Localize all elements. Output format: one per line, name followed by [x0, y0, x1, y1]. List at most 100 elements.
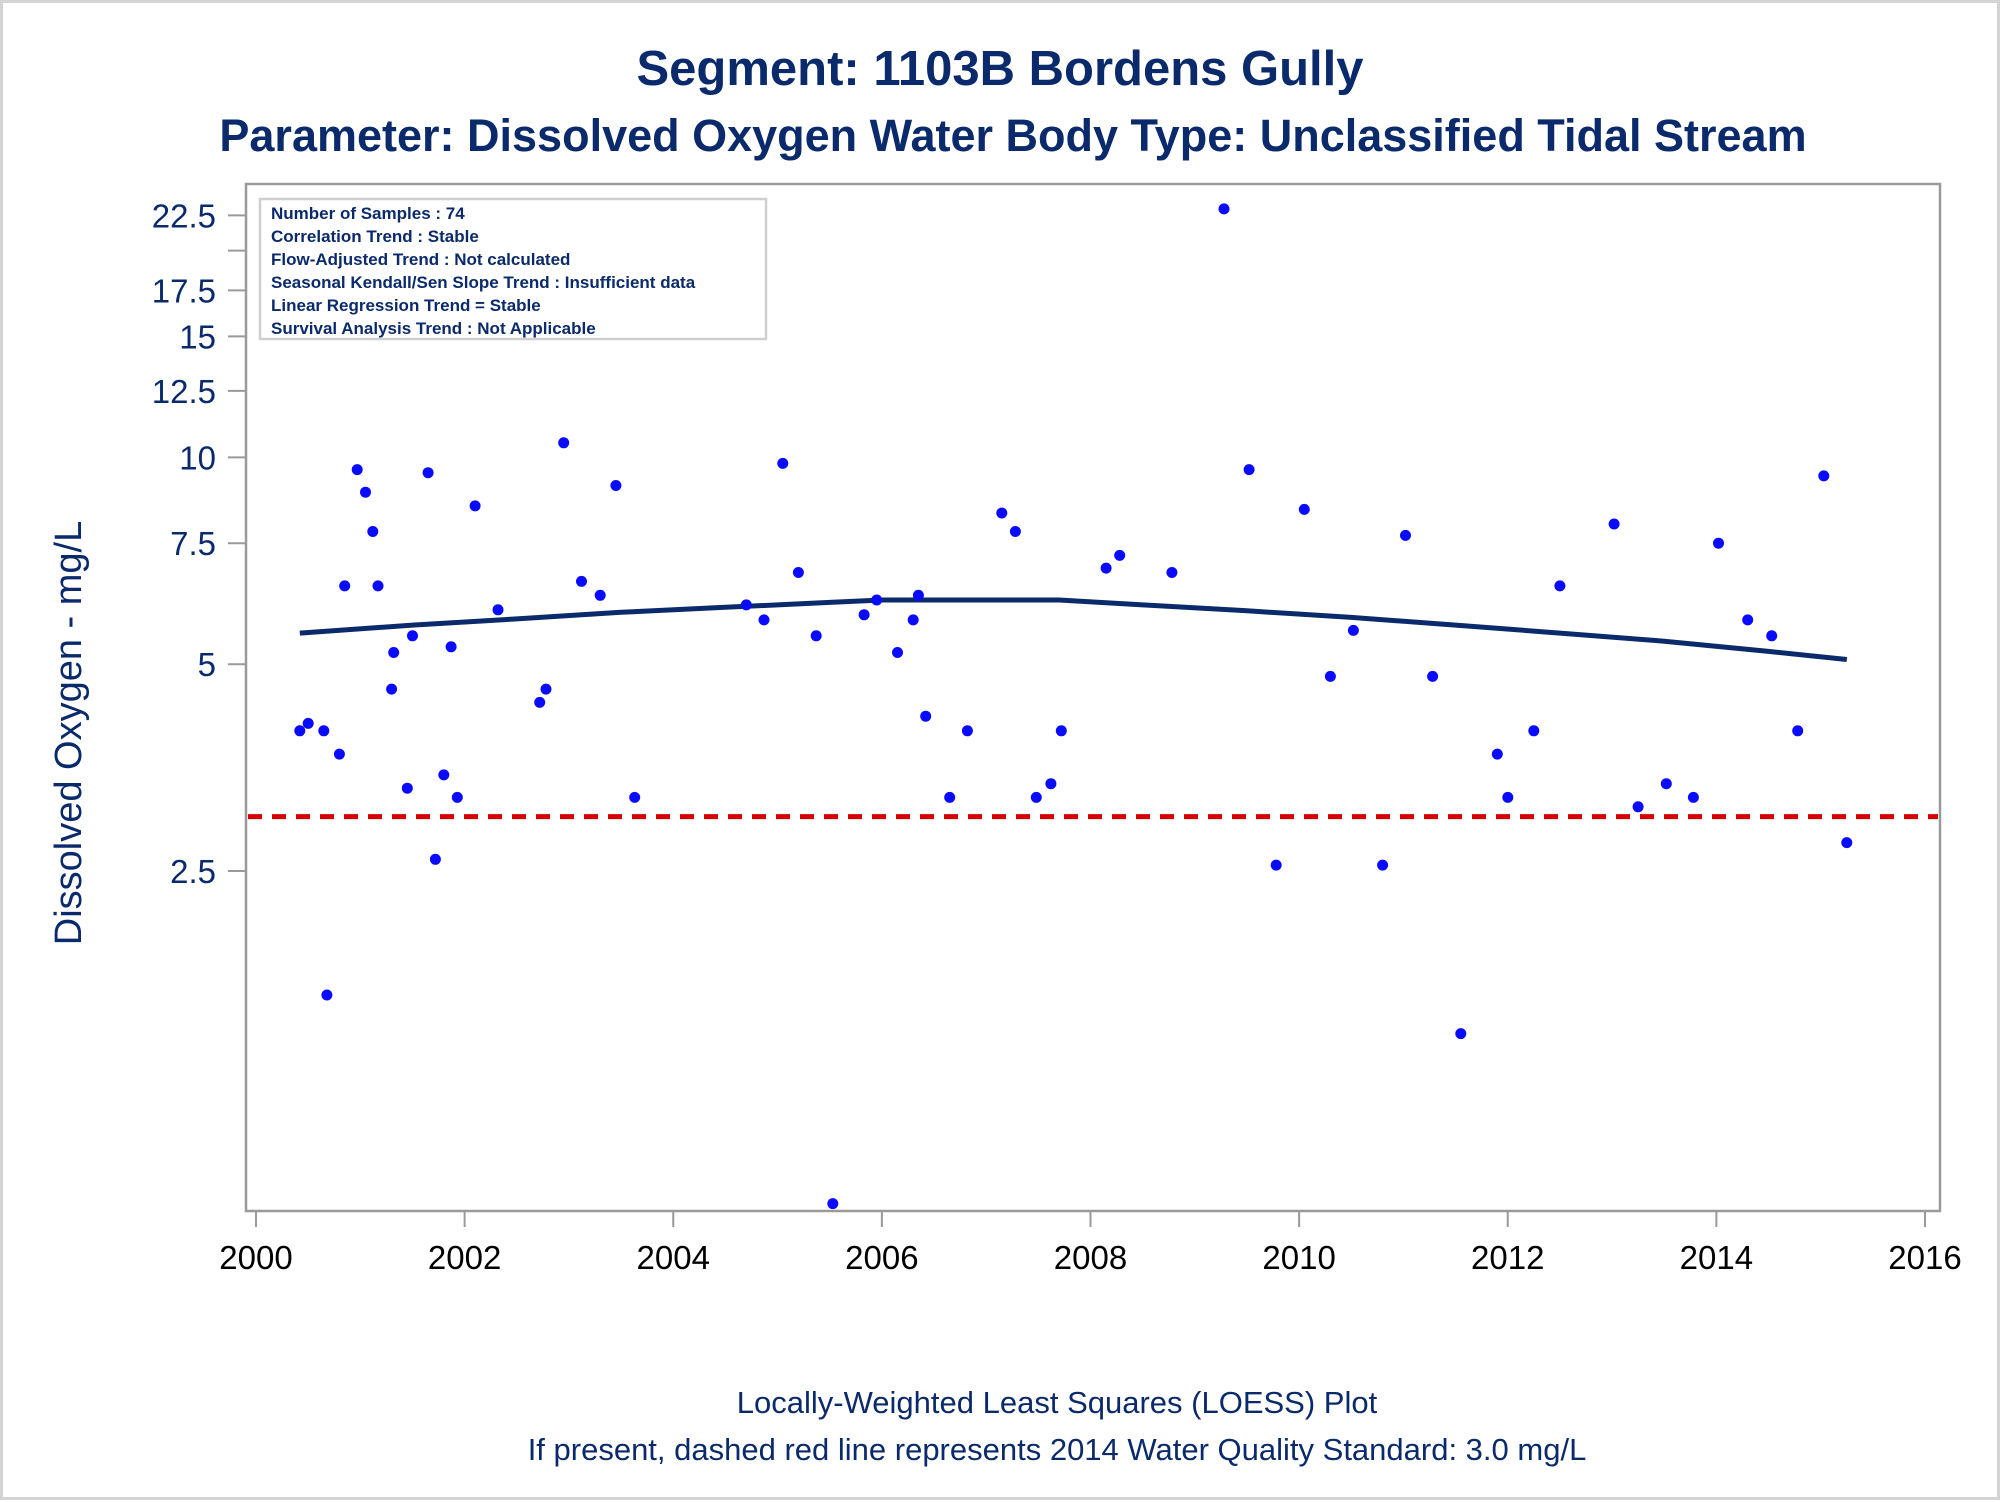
data-point — [1166, 567, 1178, 578]
data-point — [1400, 529, 1411, 541]
data-point — [1427, 670, 1439, 682]
data-point — [1009, 526, 1021, 537]
data-point — [827, 1198, 839, 1210]
x-tick-label: 2012 — [1471, 1239, 1544, 1276]
info-line-survival: Survival Analysis Trend : Not Applicable — [271, 319, 596, 338]
data-point — [339, 580, 351, 592]
footer-plot-type: Locally-Weighted Least Squares (LOESS) P… — [737, 1385, 1378, 1420]
y-tick-label: 15 — [179, 318, 216, 355]
data-point — [871, 594, 883, 606]
data-point — [1818, 470, 1830, 482]
x-tick-label: 2016 — [1888, 1239, 1961, 1276]
data-point — [1502, 791, 1514, 803]
data-point — [1792, 725, 1804, 737]
data-point — [912, 589, 924, 601]
data-point — [1554, 580, 1566, 592]
info-line-seasonal-kendall: Seasonal Kendall/Sen Slope Trend : Insuf… — [271, 273, 696, 292]
data-point — [907, 614, 919, 626]
x-tick-label: 2002 — [428, 1239, 501, 1276]
data-point — [777, 457, 789, 469]
data-point — [422, 467, 434, 479]
y-tick-label: 2.5 — [170, 853, 216, 890]
data-point — [961, 725, 973, 737]
data-point — [1766, 630, 1778, 642]
data-point — [1455, 1028, 1467, 1040]
y-tick-label: 17.5 — [152, 272, 216, 309]
data-point — [438, 769, 450, 781]
data-point — [610, 480, 622, 491]
data-point — [1347, 624, 1359, 636]
x-tick-label: 2010 — [1262, 1239, 1335, 1276]
info-line-correlation: Correlation Trend : Stable — [271, 227, 479, 246]
data-point — [302, 717, 314, 729]
x-tick-label: 2004 — [637, 1239, 710, 1276]
data-point — [492, 604, 504, 616]
data-point — [1114, 549, 1126, 561]
data-point — [1324, 670, 1336, 682]
data-point — [333, 748, 345, 760]
data-point — [1055, 725, 1067, 737]
data-point — [372, 580, 384, 592]
data-point — [558, 437, 570, 449]
plot-area — [244, 182, 1942, 1213]
data-point — [1030, 791, 1042, 803]
data-point — [1660, 778, 1672, 790]
chart-subtitle: Parameter: Dissolved Oxygen Water Body T… — [219, 110, 1806, 161]
data-point — [429, 853, 441, 865]
y-tick-label: 12.5 — [152, 373, 216, 410]
data-point — [469, 500, 481, 512]
data-point — [401, 782, 413, 794]
data-points — [294, 203, 1853, 1210]
data-point — [1270, 859, 1282, 871]
data-point — [451, 791, 463, 803]
data-point — [996, 507, 1008, 519]
data-point — [388, 647, 400, 658]
data-point — [294, 725, 306, 737]
y-axis-label: Dissolved Oxygen - mg/L — [48, 521, 90, 946]
data-point — [1632, 801, 1644, 813]
data-point — [1298, 503, 1310, 515]
info-line-linear-regression: Linear Regression Trend = Stable — [271, 296, 541, 315]
data-point — [858, 609, 870, 621]
y-tick-label: 10 — [179, 439, 216, 476]
y-axis: 2.5 5 7.5 10 12.5 15 17.5 22.5 — [152, 197, 246, 890]
chart-title: Segment: 1103B Bordens Gully — [636, 42, 1363, 96]
data-point — [367, 526, 379, 537]
footer-standard-note: If present, dashed red line represents 2… — [528, 1432, 1587, 1467]
data-point — [360, 486, 371, 498]
data-point — [758, 614, 770, 626]
data-point — [321, 989, 333, 1001]
data-point — [1713, 537, 1724, 549]
info-box: Number of Samples : 74 Correlation Trend… — [258, 197, 768, 341]
data-point — [1377, 859, 1389, 871]
data-point — [445, 641, 457, 653]
loess-line — [299, 597, 1848, 662]
data-point — [534, 696, 546, 708]
data-point — [1687, 791, 1699, 803]
data-point — [1218, 203, 1230, 215]
info-line-samples: Number of Samples : 74 — [271, 204, 465, 223]
data-point — [944, 791, 956, 803]
x-tick-label: 2006 — [845, 1239, 918, 1276]
data-point — [594, 589, 606, 601]
x-axis: 2000 2002 2004 2006 2008 2010 2012 2014 2016 — [219, 1211, 1962, 1276]
data-point — [407, 630, 418, 642]
x-tick-label: 2000 — [219, 1239, 292, 1276]
y-tick-label: 7.5 — [170, 525, 216, 562]
data-point — [1100, 562, 1112, 574]
data-point — [1841, 837, 1853, 849]
data-point — [540, 683, 552, 695]
data-point — [576, 575, 587, 587]
data-point — [892, 647, 903, 658]
data-point — [1045, 778, 1057, 790]
data-point — [792, 567, 804, 578]
data-point — [1608, 518, 1620, 530]
data-point — [629, 791, 641, 803]
data-point — [1491, 748, 1503, 760]
data-point — [386, 683, 398, 695]
data-point — [1742, 614, 1754, 626]
chart: Segment: 1103B Bordens Gully Parameter: … — [48, 42, 1962, 1467]
data-point — [351, 464, 363, 476]
info-line-flow-adjusted: Flow-Adjusted Trend : Not calculated — [271, 250, 570, 269]
